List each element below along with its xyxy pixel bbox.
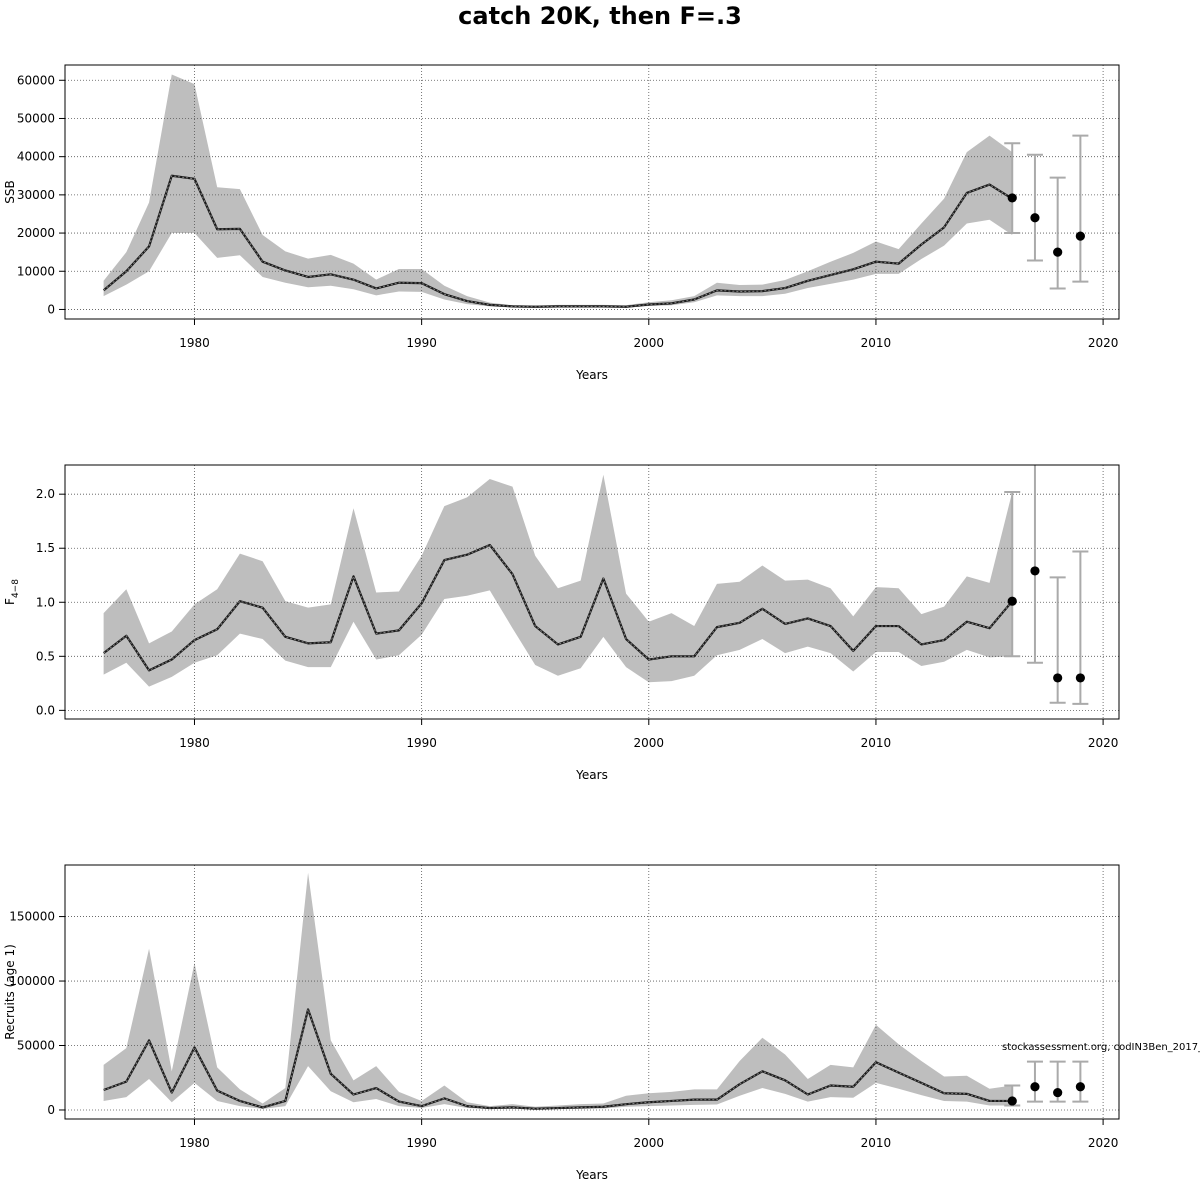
y-tick-label: 50000 [17, 1039, 55, 1053]
projection-point [1053, 1087, 1063, 1098]
x-axis-title: Years [575, 368, 608, 382]
projection-point [1053, 673, 1063, 683]
projection-point [1007, 193, 1017, 203]
y-tick-label: 2.0 [36, 487, 55, 501]
x-tick-label: 1990 [406, 736, 437, 750]
projection-point [1075, 1082, 1085, 1092]
projection-point [1007, 1096, 1017, 1106]
confidence-band [103, 474, 1013, 687]
y-tick-label: 0.0 [36, 703, 55, 717]
x-axis-title: Years [575, 1168, 608, 1182]
y-tick-label: 0.5 [36, 649, 55, 663]
y-tick-label: 30000 [17, 188, 55, 202]
projection-point [1030, 213, 1040, 223]
confidence-band [103, 74, 1013, 308]
x-tick-label: 2020 [1088, 1136, 1119, 1150]
y-tick-label: 100000 [9, 974, 55, 988]
panel-f: 1980 1990 2000 2010 2020 0.0 0.5 1.0 1.5 2.0 Years… [3, 464, 1120, 782]
y-tick-label: 1.5 [36, 541, 55, 555]
panel-frame [64, 64, 1120, 320]
projection-point [1007, 596, 1017, 606]
x-axis-title: Years [575, 768, 608, 782]
y-tick-label: 20000 [17, 226, 55, 240]
panel-frame [64, 864, 1120, 1120]
y-tick-label: 50000 [17, 111, 55, 125]
y-axis-title: F4−8 [3, 579, 21, 605]
panel-recruits: 1980 1990 2000 2010 2020 0 50000 100000 150000 Ye… [3, 864, 1200, 1182]
y-tick-label: 1.0 [36, 595, 55, 609]
x-tick-label: 2000 [634, 1136, 665, 1150]
x-tick-label: 1990 [406, 1136, 437, 1150]
x-tick-label: 2000 [634, 336, 665, 350]
x-tick-label: 2000 [634, 736, 665, 750]
panel-frame [64, 464, 1120, 720]
estimate-line-dashes [103, 175, 1013, 308]
estimate-line-dashes [103, 1007, 1013, 1110]
y-axis-title-subscript: 4−8 [11, 579, 21, 598]
x-tick-label: 1980 [179, 1136, 210, 1150]
y-tick-label: 40000 [17, 150, 55, 164]
page-title: catch 20K, then F=.3 [458, 2, 742, 30]
y-tick-label: 10000 [17, 264, 55, 278]
confidence-band [103, 872, 1013, 1110]
x-tick-label: 1980 [179, 736, 210, 750]
source-annotation: stockassessment.org, codIN3Ben_2017_v1 [1002, 1042, 1200, 1053]
estimate-line-dashes [103, 544, 1013, 671]
y-axis-title: SSB [3, 180, 17, 203]
y-tick-label: 150000 [9, 910, 55, 924]
y-axis-title: Recruits (age 1) [3, 944, 17, 1040]
x-tick-label: 2010 [861, 1136, 892, 1150]
x-tick-label: 1990 [406, 336, 437, 350]
x-tick-label: 2010 [861, 736, 892, 750]
y-tick-label: 0 [47, 302, 55, 316]
projection-point [1030, 566, 1040, 576]
projection-point [1053, 247, 1063, 257]
x-tick-label: 2010 [861, 336, 892, 350]
projection-point [1075, 673, 1085, 683]
x-tick-label: 1980 [179, 336, 210, 350]
y-tick-label: 0 [47, 1103, 55, 1117]
panel-ssb: 1980 1990 2000 2010 2020 0 10000 20000 30000 4000… [3, 64, 1120, 382]
y-tick-label: 60000 [17, 73, 55, 87]
projection-point [1030, 1082, 1040, 1092]
projection-point [1075, 231, 1085, 241]
x-tick-label: 2020 [1088, 336, 1119, 350]
x-tick-label: 2020 [1088, 736, 1119, 750]
